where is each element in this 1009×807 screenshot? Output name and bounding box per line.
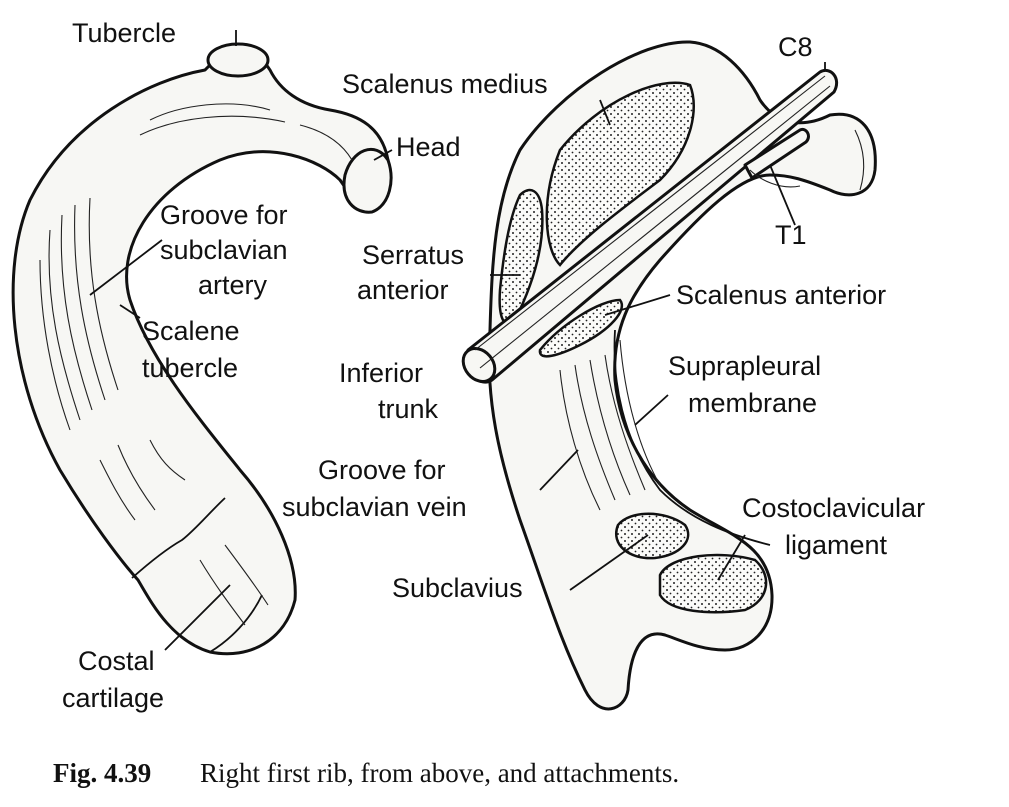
label-inferior-trunk-2: trunk (378, 394, 439, 424)
label-costoclavicular-1: Costoclavicular (742, 493, 925, 523)
scalenus-anterior-area (538, 298, 623, 358)
left-rib-shading (39, 103, 353, 626)
leader-scalenus-medius (599, 99, 611, 126)
caption-number: Fig. 4.39 (53, 758, 151, 788)
label-serratus-anterior-1: Serratus (362, 240, 464, 270)
label-tubercle: Tubercle (72, 18, 176, 48)
leader-costoclavicular (717, 534, 746, 581)
right-rib-drawing (461, 40, 877, 711)
label-costal-cartilage-1: Costal (78, 646, 155, 676)
suprapleural-edge (613, 329, 771, 546)
trunk-shade-1 (474, 75, 826, 351)
leader-scalenus-anterior (604, 294, 671, 316)
label-costal-cartilage-2: cartilage (62, 683, 164, 713)
leader-subclavius (569, 534, 649, 591)
cartilage-end-line (209, 594, 263, 653)
label-groove-artery-1: Groove for (160, 200, 288, 230)
label-scalene-tubercle-2: tubercle (142, 353, 238, 383)
leader-suprapleural (634, 394, 669, 426)
label-scalenus-medius: Scalenus medius (342, 69, 548, 99)
label-suprapleural-1: Suprapleural (668, 351, 821, 381)
costochondral-junction (131, 497, 226, 579)
leader-groove-artery (89, 239, 163, 296)
leader-groove-vein (539, 449, 579, 491)
label-suprapleural-2: membrane (688, 388, 817, 418)
rib-head (342, 147, 393, 214)
label-groove-vein-1: Groove for (318, 455, 446, 485)
leader-scalene-tubercle (119, 304, 141, 319)
label-groove-artery-2: subclavian (160, 235, 288, 265)
label-scalenus-anterior: Scalenus anterior (676, 280, 886, 310)
left-rib-body (11, 52, 391, 656)
label-groove-vein-2: subclavian vein (282, 492, 467, 522)
label-subclavius: Subclavius (392, 573, 523, 603)
label-c8: C8 (778, 32, 813, 62)
trunk-cut-end (461, 347, 497, 383)
left-rib-drawing (11, 30, 393, 656)
label-costoclavicular-2: ligament (785, 530, 888, 560)
leader-t1 (769, 164, 796, 226)
costoclavicular-area (658, 553, 768, 614)
right-rib-shading (559, 129, 865, 511)
tubercle-knob (206, 42, 270, 78)
trunk-shade-2 (479, 85, 831, 369)
t1-root (743, 127, 810, 180)
leader-costal-cartilage (164, 584, 231, 651)
caption-text: Right first rib, from above, and attachm… (200, 758, 679, 788)
scalenus-medius-area (545, 81, 695, 267)
subclavius-area (615, 512, 690, 560)
leader-head (373, 149, 393, 161)
label-groove-artery-3: artery (198, 270, 268, 300)
label-head: Head (396, 132, 461, 162)
label-t1: T1 (775, 220, 807, 250)
label-scalene-tubercle-1: Scalene (142, 316, 240, 346)
label-serratus-anterior-2: anterior (357, 275, 449, 305)
label-inferior-trunk-1: Inferior (339, 358, 423, 388)
